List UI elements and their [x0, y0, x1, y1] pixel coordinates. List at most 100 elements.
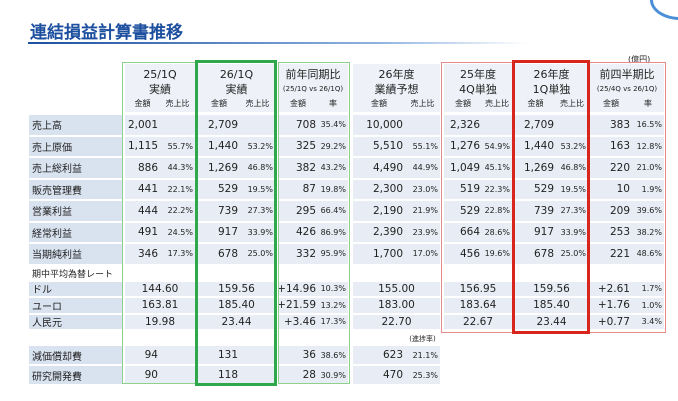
cell-ratio: 33.9% — [247, 227, 273, 237]
cell-ratio: 16.5% — [636, 120, 662, 130]
cell-value: 346 — [137, 247, 158, 260]
cell-value: 529 — [459, 204, 480, 217]
cell-bg — [590, 222, 664, 242]
cell-value: 185.40 — [218, 299, 255, 312]
cell-value: 90 — [144, 369, 158, 381]
cell-value: 183.00 — [378, 299, 415, 312]
group-subtitle: 実績 — [149, 83, 171, 96]
column-header: 金額 — [134, 99, 151, 108]
cell-ratio: 21.1% — [412, 350, 438, 360]
cell-bg — [198, 179, 275, 199]
cell-value: 2,326 — [449, 118, 480, 131]
cell-ratio: 46.8% — [247, 163, 273, 173]
cell-value: 529 — [533, 183, 554, 196]
cell-bg — [353, 314, 440, 329]
cell-ratio: 22.1% — [167, 184, 193, 194]
column-header: 金額 — [603, 99, 619, 108]
cell-bg — [125, 201, 195, 221]
row-label: 研究開発費 — [29, 366, 122, 384]
cell-value: 22.70 — [381, 315, 412, 328]
cell-bg — [278, 222, 348, 242]
cell-value: 382 — [295, 161, 316, 174]
cell-bg — [353, 158, 440, 178]
cell-ratio: 38.2% — [636, 227, 662, 237]
group-title: 26年度 — [533, 68, 570, 81]
cell-value: 87 — [302, 183, 316, 196]
column-header: 金額 — [371, 99, 387, 108]
cell-value: 23.44 — [221, 315, 252, 328]
column-header: 率 — [644, 99, 652, 108]
cell-bg — [198, 314, 275, 329]
cell-bg — [198, 244, 275, 264]
cell-ratio: 38.6% — [320, 350, 346, 360]
row-label: ユーロ — [29, 298, 122, 313]
column-header: 金額 — [211, 99, 227, 108]
cell-value: 444 — [137, 204, 158, 217]
cell-bg — [125, 346, 195, 364]
cell-value: 209 — [609, 204, 630, 217]
cell-bg — [125, 314, 195, 329]
cell-bg — [444, 298, 512, 313]
cell-value: +2.61 — [597, 282, 630, 295]
cell-value: 325 — [295, 140, 316, 153]
cell-bg — [515, 281, 588, 296]
cell-bg — [278, 136, 348, 156]
cell-ratio: 3.4% — [641, 317, 662, 327]
group-subtitle: (25/4Q vs 26/1Q) — [596, 85, 658, 93]
cell-value: 1,115 — [127, 140, 158, 153]
column-header: 売上比 — [410, 99, 435, 108]
row-label: 販売管理費 — [29, 179, 122, 199]
cell-value: +14.96 — [277, 282, 316, 295]
cell-bg — [125, 281, 195, 296]
cell-bg — [353, 179, 440, 199]
cell-value: 491 — [137, 226, 158, 239]
cell-bg — [444, 281, 512, 296]
cell-bg — [353, 346, 440, 364]
cell-value: 28 — [302, 369, 316, 381]
cell-ratio: 12.8% — [636, 141, 662, 151]
cell-value: 623 — [382, 349, 403, 361]
group-title: 25/1Q — [143, 67, 177, 81]
cell-value: 1,049 — [449, 161, 480, 174]
cell-ratio: 25.0% — [560, 249, 586, 259]
cell-value: 295 — [295, 204, 316, 217]
group-subtitle: 業績予想 — [374, 83, 419, 96]
cell-ratio: 39.6% — [636, 206, 662, 216]
cell-value: 332 — [295, 247, 316, 260]
column-header: 売上比 — [560, 99, 584, 108]
row-label: 売上原価 — [29, 136, 122, 156]
cell-bg — [278, 158, 348, 178]
cell-ratio: 17.3% — [320, 317, 346, 327]
row-label: 売上総利益 — [29, 158, 122, 178]
cell-bg — [125, 244, 195, 264]
cell-value: 253 — [609, 226, 630, 239]
cell-ratio: 10.3% — [320, 284, 346, 294]
cell-bg — [278, 314, 348, 329]
cell-value: 4,490 — [372, 161, 403, 174]
row-label: 人民元 — [29, 314, 122, 329]
cell-bg — [198, 115, 275, 135]
cell-bg — [444, 179, 512, 199]
cell-value: 118 — [217, 369, 238, 381]
cell-value: 917 — [217, 226, 238, 239]
row-label: 経常利益 — [29, 222, 122, 242]
cell-value: 5,510 — [372, 140, 403, 153]
cell-bg — [444, 314, 512, 329]
cell-bg — [590, 244, 664, 264]
cell-value: 2,190 — [372, 204, 403, 217]
cell-bg — [590, 314, 664, 329]
cell-value: 739 — [533, 204, 554, 217]
group-title: 前四半期比 — [599, 68, 655, 81]
cell-value: 2,300 — [372, 183, 403, 196]
cell-ratio: 19.6% — [484, 249, 510, 259]
cell-value: 441 — [137, 183, 158, 196]
cell-bg — [125, 179, 195, 199]
cell-bg — [590, 115, 664, 135]
cell-value: 678 — [533, 247, 554, 260]
cell-value: 159.56 — [533, 282, 570, 295]
cell-ratio: 1.9% — [641, 184, 662, 194]
cell-value: 19.98 — [144, 315, 176, 328]
cell-bg — [515, 298, 588, 313]
cell-value: 708 — [295, 118, 316, 131]
cell-value: 10 — [616, 183, 630, 196]
